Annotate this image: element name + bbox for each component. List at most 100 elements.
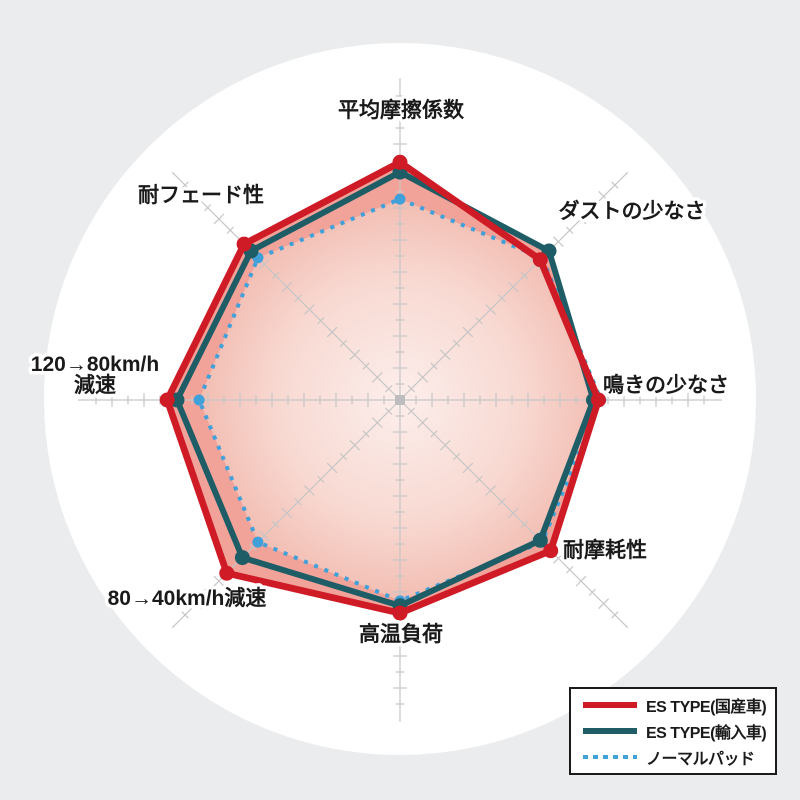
data-point: [252, 536, 264, 548]
data-point: [219, 565, 235, 581]
axis-tick: [611, 611, 619, 619]
axis-tick: [271, 271, 280, 280]
axis-tick: [249, 543, 257, 551]
axis-tick: [417, 371, 429, 383]
axis-tick: [417, 417, 429, 429]
axis-tick: [430, 362, 438, 370]
axis-tick: [566, 566, 574, 574]
data-point: [532, 252, 548, 268]
center-marker: [395, 395, 405, 405]
data-point: [591, 392, 606, 408]
axis-tick: [475, 317, 483, 325]
axis-tick: [362, 430, 370, 438]
axis-tick: [520, 271, 529, 280]
legend-label: ES TYPE(輸入車): [646, 725, 767, 742]
axis-tick: [407, 407, 415, 415]
axis-tick: [204, 204, 212, 212]
axis-tick: [485, 304, 496, 315]
legend-swatch-blue-dashed-line: [583, 755, 637, 759]
axis-tick: [226, 226, 234, 234]
axis-tick: [213, 213, 225, 225]
axis-tick: [552, 552, 564, 564]
axis-label: ダストの少なさ: [559, 199, 706, 223]
axis-tick: [294, 498, 302, 506]
axis-tick: [326, 462, 338, 474]
axis-tick: [588, 204, 596, 212]
legend-swatch-red-line: [583, 702, 637, 708]
data-point: [394, 193, 406, 205]
legend-label: ノーマルパッド: [646, 751, 755, 768]
axis-tick: [304, 304, 315, 315]
axis-tick: [498, 498, 506, 506]
legend-item-normal-pad: ノーマルパッド: [583, 745, 767, 769]
axis-tick: [439, 439, 451, 451]
legend-swatch-teal-line: [583, 728, 637, 734]
axis-tick: [339, 452, 348, 461]
axis-tick: [317, 475, 325, 483]
axis-label: 80→40km/h減速: [108, 586, 267, 610]
axis-tick: [485, 485, 496, 496]
data-point: [532, 532, 548, 548]
axis-tick: [498, 294, 506, 302]
axis-label: 耐摩耗性: [563, 538, 647, 562]
axis-tick: [294, 294, 302, 302]
axis-tick: [588, 588, 596, 596]
axis-line: [399, 399, 629, 629]
axis-tick: [204, 588, 212, 596]
axis-label: 鳴きの少なさ: [603, 373, 729, 397]
axis-tick: [611, 181, 619, 189]
axis-tick: [507, 281, 519, 293]
axis-label: 平均摩擦係数: [338, 98, 465, 122]
series-es-type-domestic: [159, 154, 606, 621]
data-point: [193, 394, 205, 406]
axis-tick: [520, 520, 529, 529]
data-point: [392, 605, 408, 621]
axis-tick: [281, 281, 293, 293]
axis-tick: [190, 598, 202, 610]
axis-tick: [552, 236, 564, 248]
axis-tick: [349, 349, 361, 361]
axis-tick: [439, 349, 451, 361]
axis-label: 120→80km/h 減速: [31, 353, 159, 397]
axis-tick: [326, 326, 338, 338]
axis-tick: [566, 226, 574, 234]
axis-tick: [281, 507, 293, 519]
axis-tick: [385, 385, 393, 393]
axis-tick: [190, 190, 202, 202]
legend: ES TYPE(国産車) ES TYPE(輸入車) ノーマルパッド: [569, 687, 777, 775]
axis-label: 高温負荷: [359, 622, 443, 646]
legend-label: ES TYPE(国産車): [646, 699, 767, 716]
axis-tick: [213, 575, 225, 587]
axis-tick: [258, 258, 270, 270]
axis-tick: [362, 362, 370, 370]
axis-tick: [349, 439, 361, 451]
data-point: [543, 543, 559, 559]
axis-tick: [271, 520, 280, 529]
data-point: [392, 154, 408, 170]
axis-tick: [385, 407, 393, 415]
axis-tick: [407, 385, 415, 393]
axis-tick: [598, 190, 610, 202]
axis-line: [399, 171, 629, 401]
axis-label: 耐フェード性: [138, 183, 264, 207]
axis-tick: [452, 452, 461, 461]
data-point: [234, 550, 250, 566]
axis-line: [171, 171, 401, 401]
axis-tick: [181, 181, 189, 189]
legend-item-es-type-domestic: ES TYPE(国産車): [583, 693, 767, 717]
axis-tick: [258, 530, 270, 542]
axis-tick: [181, 611, 189, 619]
axis-tick: [507, 507, 519, 519]
axis-tick: [339, 339, 348, 348]
axis-tick: [371, 371, 383, 383]
axis-line: [171, 399, 401, 629]
axis-tick: [452, 339, 461, 348]
axis-tick: [462, 462, 474, 474]
axis-tick: [598, 598, 610, 610]
axis-tick: [475, 475, 483, 483]
axis-tick: [304, 485, 315, 496]
axis-tick: [575, 213, 587, 225]
